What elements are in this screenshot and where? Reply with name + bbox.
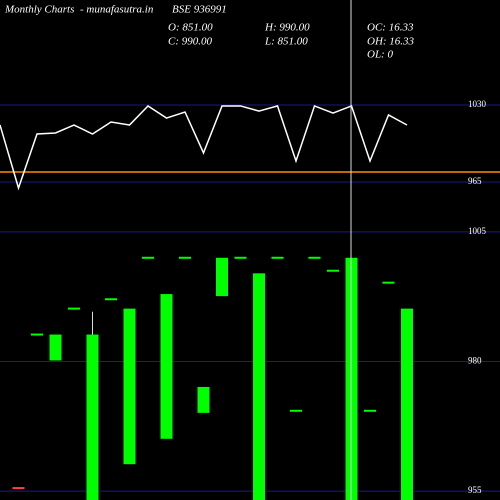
close: C: 990.00 xyxy=(168,36,213,48)
y-tick-label: 1030 xyxy=(468,99,487,109)
candle-body xyxy=(308,256,321,259)
panel xyxy=(0,104,500,191)
oh: OH: 16.33 xyxy=(367,36,415,48)
symbol: BSE 936991 xyxy=(172,4,227,16)
y-tick-label: 980 xyxy=(468,356,482,366)
chart-name: Monthly Charts xyxy=(4,4,74,16)
ol: OL: 0 xyxy=(367,49,393,61)
indicator-line xyxy=(0,104,408,191)
y-tick-label: 965 xyxy=(468,176,482,186)
candle-body xyxy=(327,269,339,272)
y-tick-label: 1005 xyxy=(468,226,487,236)
candle-body xyxy=(216,257,228,297)
candle-body xyxy=(253,273,265,500)
candle-body xyxy=(160,294,173,439)
candle-body xyxy=(179,256,191,259)
y-tick-label: 955 xyxy=(468,485,482,495)
candle-body xyxy=(271,256,284,259)
candle-body xyxy=(12,487,25,490)
candle-body xyxy=(401,308,413,500)
candle-body xyxy=(290,409,302,412)
candle-body xyxy=(197,386,210,413)
candle-body xyxy=(68,307,80,310)
candle-body xyxy=(364,409,376,412)
candle-body xyxy=(123,308,136,465)
candle-body xyxy=(49,334,62,361)
site: - munafasutra.in xyxy=(80,4,154,16)
low: L: 851.00 xyxy=(264,36,308,48)
candle-body xyxy=(142,256,154,259)
open: O: 851.00 xyxy=(168,22,213,34)
candle-body xyxy=(86,334,99,500)
candle-body xyxy=(234,256,247,259)
candle-body xyxy=(105,298,117,301)
candle-body xyxy=(382,281,395,284)
panel xyxy=(12,256,413,500)
oc: OC: 16.33 xyxy=(367,22,414,34)
high: H: 990.00 xyxy=(264,22,310,34)
candle-body xyxy=(31,333,43,336)
